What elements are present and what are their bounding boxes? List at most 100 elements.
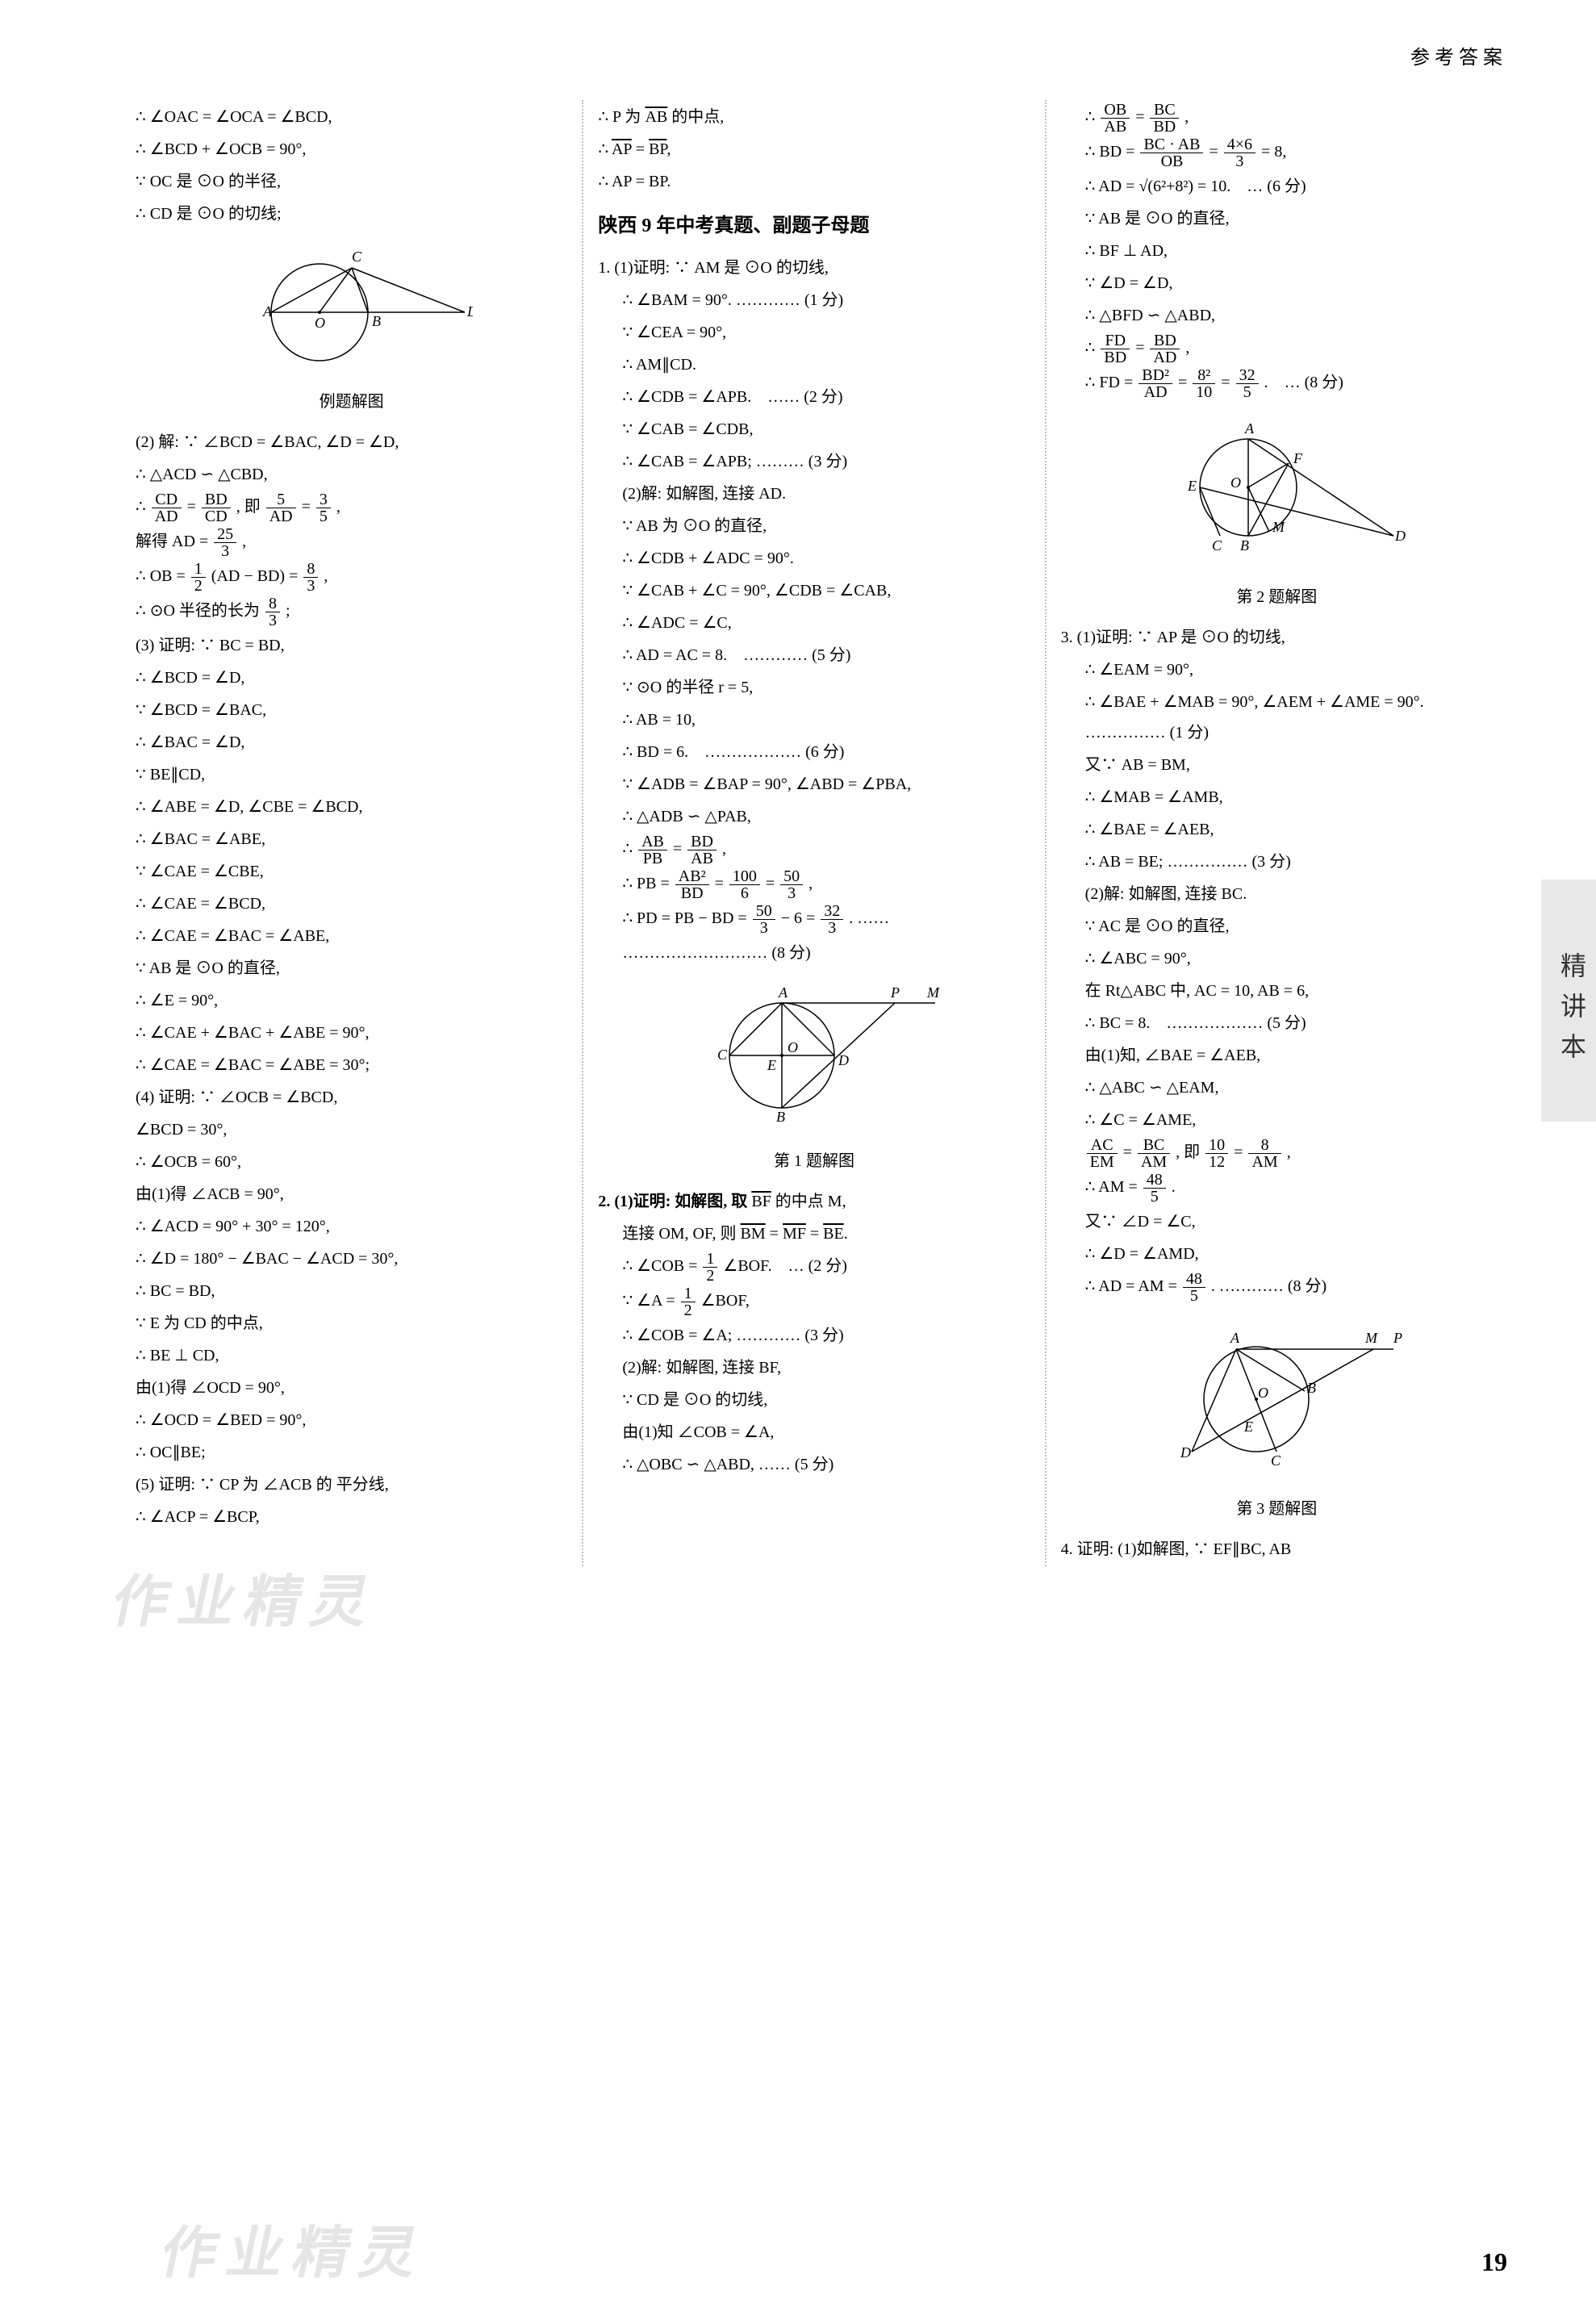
- text-line: ∵ AB 是 ⊙O 的直径,: [1061, 203, 1493, 234]
- label-E: E: [767, 1057, 776, 1073]
- figure-2: A B C D E F O M: [1061, 407, 1493, 579]
- text-line: 3. (1)证明: ∵ AP 是 ⊙O 的切线,: [1061, 622, 1493, 653]
- equation-line: ∴ PB = AB²BD = 1006 = 503 ,: [598, 868, 1030, 901]
- text-line: ∴ ∠D = ∠AMD,: [1061, 1239, 1493, 1269]
- text-line: ∴ ∠C = ∠AME,: [1061, 1105, 1493, 1135]
- text-line: ∴ BC = 8. ……………… (5 分): [1061, 1008, 1493, 1038]
- figure-caption: 例题解图: [136, 387, 567, 417]
- text-line: ∴ ∠CDB + ∠ADC = 90°.: [598, 543, 1030, 574]
- text-line: ∴ ∠BAC = ∠ABE,: [136, 824, 567, 855]
- equation-line: ∴ AD = AM = 485 . ………… (8 分): [1061, 1271, 1493, 1304]
- label-B: B: [1307, 1380, 1316, 1396]
- text-line: ∴ ∠OCD = ∠BED = 90°,: [136, 1405, 567, 1435]
- equation-line: ∴ ABPB = BDAB ,: [598, 834, 1030, 867]
- label-A: A: [262, 303, 273, 320]
- equation-line: ∴ OBAB = BCBD ,: [1061, 102, 1493, 135]
- label-O: O: [315, 315, 325, 331]
- text-line: ∴ AB = BE; …………… (3 分): [1061, 846, 1493, 877]
- label-D: D: [466, 303, 473, 320]
- text-line: ∴ ∠EAM = 90°,: [1061, 654, 1493, 685]
- label-E: E: [1187, 478, 1197, 494]
- equation-line: ∴ CDAD = BDCD , 即 5AD = 35 ,: [136, 491, 567, 524]
- text-line: ∴ AD = √(6²+8²) = 10. … (6 分): [1061, 171, 1493, 202]
- label-C: C: [717, 1047, 728, 1063]
- label-D: D: [838, 1052, 849, 1068]
- text-line: 在 Rt△ABC 中, AC = 10, AB = 6,: [1061, 976, 1493, 1006]
- text-line: ∴ ∠BAE + ∠MAB = 90°, ∠AEM + ∠AME = 90°. …: [1061, 687, 1493, 748]
- text-line: ∵ ∠CEA = 90°,: [598, 317, 1030, 348]
- text-line: ∴ AM∥CD.: [598, 349, 1030, 380]
- text-line: ∴ BE ⊥ CD,: [136, 1340, 567, 1371]
- figure-example: A B C D O: [136, 236, 567, 383]
- page: 参考答案 精讲本 ∴ ∠OAC = ∠OCA = ∠BCD, ∴ ∠BCD + …: [0, 0, 1596, 2311]
- label-O: O: [1258, 1385, 1268, 1401]
- page-header: 参考答案: [121, 40, 1507, 77]
- figure-1: A B C D E O P M: [598, 975, 1030, 1143]
- text-line: ∴ ∠ADC = ∠C,: [598, 608, 1030, 638]
- text-line: (2) 解: ∵ ∠BCD = ∠BAC, ∠D = ∠D,: [136, 427, 567, 458]
- label-P: P: [890, 984, 900, 1001]
- text-line: (2)解: 如解图, 连接 AD.: [598, 478, 1030, 509]
- text-line: 由(1)得 ∠ACB = 90°,: [136, 1179, 567, 1210]
- figure-3: A B C D E O M P: [1061, 1310, 1493, 1490]
- label-B: B: [372, 313, 381, 329]
- figure-caption: 第 2 题解图: [1061, 582, 1493, 612]
- text-line: 又∵ AB = BM,: [1061, 750, 1493, 780]
- text-line: ∴ ∠ABE = ∠D, ∠CBE = ∠BCD,: [136, 792, 567, 822]
- equation-line: ∴ ⊙O 半径的长为 83 ;: [136, 596, 567, 629]
- columns: ∴ ∠OAC = ∠OCA = ∠BCD, ∴ ∠BCD + ∠OCB = 90…: [121, 100, 1507, 1566]
- equation-line: ACEM = BCAM , 即 1012 = 8AM ,: [1061, 1137, 1493, 1170]
- text-line: ∴ CD 是 ⊙O 的切线;: [136, 199, 567, 229]
- text-line: ∴ ∠E = 90°,: [136, 985, 567, 1016]
- text-line: (5) 证明: ∵ CP 为 ∠ACB 的 平分线,: [136, 1469, 567, 1500]
- page-number: 19: [1481, 2238, 1507, 2287]
- text-line: ∵ AB 是 ⊙O 的直径,: [136, 953, 567, 984]
- label-M: M: [926, 984, 940, 1001]
- text-line: 1. (1)证明: ∵ AM 是 ⊙O 的切线,: [598, 253, 1030, 283]
- text-line: ∴ ∠BAM = 90°. ………… (1 分): [598, 285, 1030, 316]
- label-P: P: [1393, 1330, 1402, 1346]
- text-line: ∵ ∠ADB = ∠BAP = 90°, ∠ABD = ∠PBA,: [598, 769, 1030, 800]
- text-line: ∵ ∠BCD = ∠BAC,: [136, 695, 567, 725]
- label-D: D: [1394, 528, 1406, 544]
- label-F: F: [1293, 450, 1303, 466]
- text-line: ∵ OC 是 ⊙O 的半径,: [136, 166, 567, 197]
- text-line: (2)解: 如解图, 连接 BF,: [598, 1352, 1030, 1383]
- text-line: 由(1)知 ∠COB = ∠A,: [598, 1417, 1030, 1448]
- text-line: ∴ AD = AC = 8. ………… (5 分): [598, 640, 1030, 671]
- text-line: ∴ ∠CAE = ∠BAC = ∠ABE,: [136, 921, 567, 951]
- label-A: A: [778, 984, 788, 1001]
- text-line: ……………………… (8 分): [598, 938, 1030, 968]
- label-B: B: [1240, 537, 1249, 554]
- text-line: 由(1)知, ∠BAE = ∠AEB,: [1061, 1040, 1493, 1071]
- text-line: ∴ △ABC ∽ △EAM,: [1061, 1072, 1493, 1103]
- text-line: ∵ AC 是 ⊙O 的直径,: [1061, 911, 1493, 942]
- label-C: C: [1212, 537, 1222, 554]
- label-O: O: [788, 1039, 798, 1055]
- text-line: ∴ ∠CAB = ∠APB; ……… (3 分): [598, 446, 1030, 477]
- text-line: ∴ BC = BD,: [136, 1276, 567, 1306]
- text-line: ∵ BE∥CD,: [136, 759, 567, 790]
- label-B: B: [776, 1109, 785, 1125]
- equation-line: ∴ FDBD = BDAD ,: [1061, 332, 1493, 366]
- text-line: ∵ CD 是 ⊙O 的切线,: [598, 1385, 1030, 1415]
- column-1: ∴ ∠OAC = ∠OCA = ∠BCD, ∴ ∠BCD + ∠OCB = 90…: [121, 100, 582, 1566]
- text-line: ∴ ∠OCB = 60°,: [136, 1147, 567, 1177]
- text-line: ∴ P 为 AB 的中点,: [598, 102, 1030, 132]
- text-line: ∴ ∠CAE + ∠BAC + ∠ABE = 90°,: [136, 1018, 567, 1048]
- text-line: 连接 OM, OF, 则 BM = MF = BE.: [598, 1218, 1030, 1249]
- text-line: ∴ ∠ABC = 90°,: [1061, 943, 1493, 974]
- figure-caption: 第 1 题解图: [598, 1146, 1030, 1176]
- text-line: ∴ ∠ACP = ∠BCP,: [136, 1502, 567, 1532]
- watermark: 作业精灵: [150, 2200, 437, 2308]
- text-line: ∴ ∠BAE = ∠AEB,: [1061, 814, 1493, 845]
- text-line: 2. (1)证明: 如解图, 取 BF 的中点 M,: [598, 1186, 1030, 1217]
- text-line: ∴ BF ⊥ AD,: [1061, 236, 1493, 266]
- label-E: E: [1243, 1419, 1253, 1435]
- text-line: ∵ ∠CAE = ∠CBE,: [136, 856, 567, 887]
- text-line: ∴ △BFD ∽ △ABD,: [1061, 300, 1493, 331]
- text-line: 由(1)得 ∠OCD = 90°,: [136, 1373, 567, 1403]
- label-D: D: [1180, 1444, 1191, 1461]
- text-line: ∴ ∠BCD = ∠D,: [136, 662, 567, 693]
- text-line: ∵ ⊙O 的半径 r = 5,: [598, 672, 1030, 703]
